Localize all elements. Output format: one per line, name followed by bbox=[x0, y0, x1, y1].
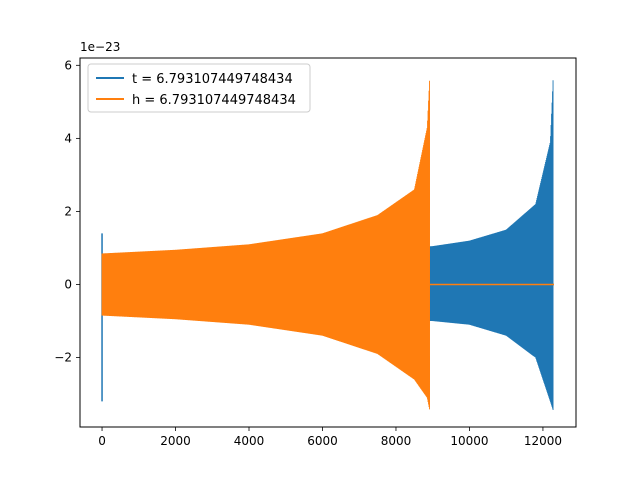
y-tick-label: 4 bbox=[64, 131, 72, 145]
plot-marks bbox=[101, 80, 554, 411]
x-tick-label: 8000 bbox=[381, 434, 412, 448]
y-tick-label: −2 bbox=[54, 351, 72, 365]
legend-box bbox=[87, 63, 311, 113]
x-tick-label: 4000 bbox=[234, 434, 265, 448]
y-offset-label: 1e−23 bbox=[80, 40, 120, 54]
x-tick-label: 10000 bbox=[450, 434, 488, 448]
y-tick-label: 0 bbox=[64, 278, 72, 292]
series-h bbox=[101, 80, 554, 410]
legend-label: h = 6.793107449748434 bbox=[132, 93, 296, 108]
y-tick-label: 2 bbox=[64, 204, 72, 218]
y-axis: −2 0 2 4 6 bbox=[54, 58, 80, 365]
legend-label: t = 6.793107449748434 bbox=[132, 72, 293, 87]
x-tick-label: 6000 bbox=[307, 434, 338, 448]
x-tick-label: 12000 bbox=[524, 434, 562, 448]
x-axis: 0 2000 4000 6000 8000 10000 12000 bbox=[98, 427, 562, 448]
x-tick-label: 0 bbox=[98, 434, 106, 448]
y-tick-label: 6 bbox=[64, 58, 72, 72]
legend: t = 6.793107449748434 h = 6.7931074497484… bbox=[87, 63, 311, 113]
x-tick-label: 2000 bbox=[160, 434, 191, 448]
axes-frame bbox=[79, 57, 577, 428]
series-oscillation bbox=[101, 80, 430, 410]
